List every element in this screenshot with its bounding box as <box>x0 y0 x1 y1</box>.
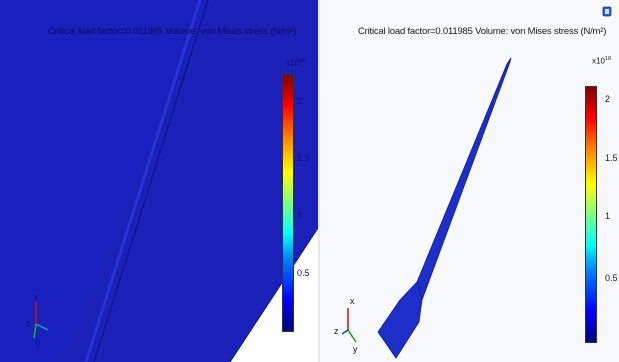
colorbar-tick: 1.5 <box>605 153 618 163</box>
colorbar-exponent: x1018 <box>592 56 612 66</box>
panel-divider[interactable] <box>318 0 320 362</box>
colorbar-tick: 0.5 <box>605 273 618 283</box>
axis-label-z: z <box>26 318 31 328</box>
colorbar-tick: 1.5 <box>297 153 310 163</box>
colorbar-tick: 1 <box>605 211 611 221</box>
colorbar-exponent: x1018 <box>286 58 306 68</box>
axis-label-z: z <box>334 326 339 336</box>
colorbar <box>282 74 294 332</box>
axis-triad <box>341 308 357 343</box>
colorbar-tick: 1 <box>297 210 303 220</box>
colorbar <box>585 86 597 343</box>
colorbar-tick: 0.5 <box>297 268 310 278</box>
colorbar-tick: 2 <box>605 94 611 104</box>
left-plot-panel[interactable]: Critical load factor=0.011985 Volume: vo… <box>0 0 318 362</box>
axis-label-y: y <box>36 338 41 348</box>
colorbar-tick: 2 <box>297 96 303 106</box>
axis-label-y: y <box>353 344 358 354</box>
right-plot-panel[interactable]: Critical load factor=0.011985 Volume: vo… <box>320 0 619 362</box>
axis-label-x: x <box>34 292 39 302</box>
left-plot-geometry <box>84 0 318 362</box>
plot-title: Critical load factor=0.011985 Volume: vo… <box>48 26 297 37</box>
axis-label-x: x <box>350 296 355 306</box>
axis-triad <box>33 302 49 339</box>
window-icon[interactable] <box>602 6 612 17</box>
right-plot-geometry <box>377 57 512 359</box>
plot-title: Critical load factor=0.011985 Volume: vo… <box>358 26 607 37</box>
